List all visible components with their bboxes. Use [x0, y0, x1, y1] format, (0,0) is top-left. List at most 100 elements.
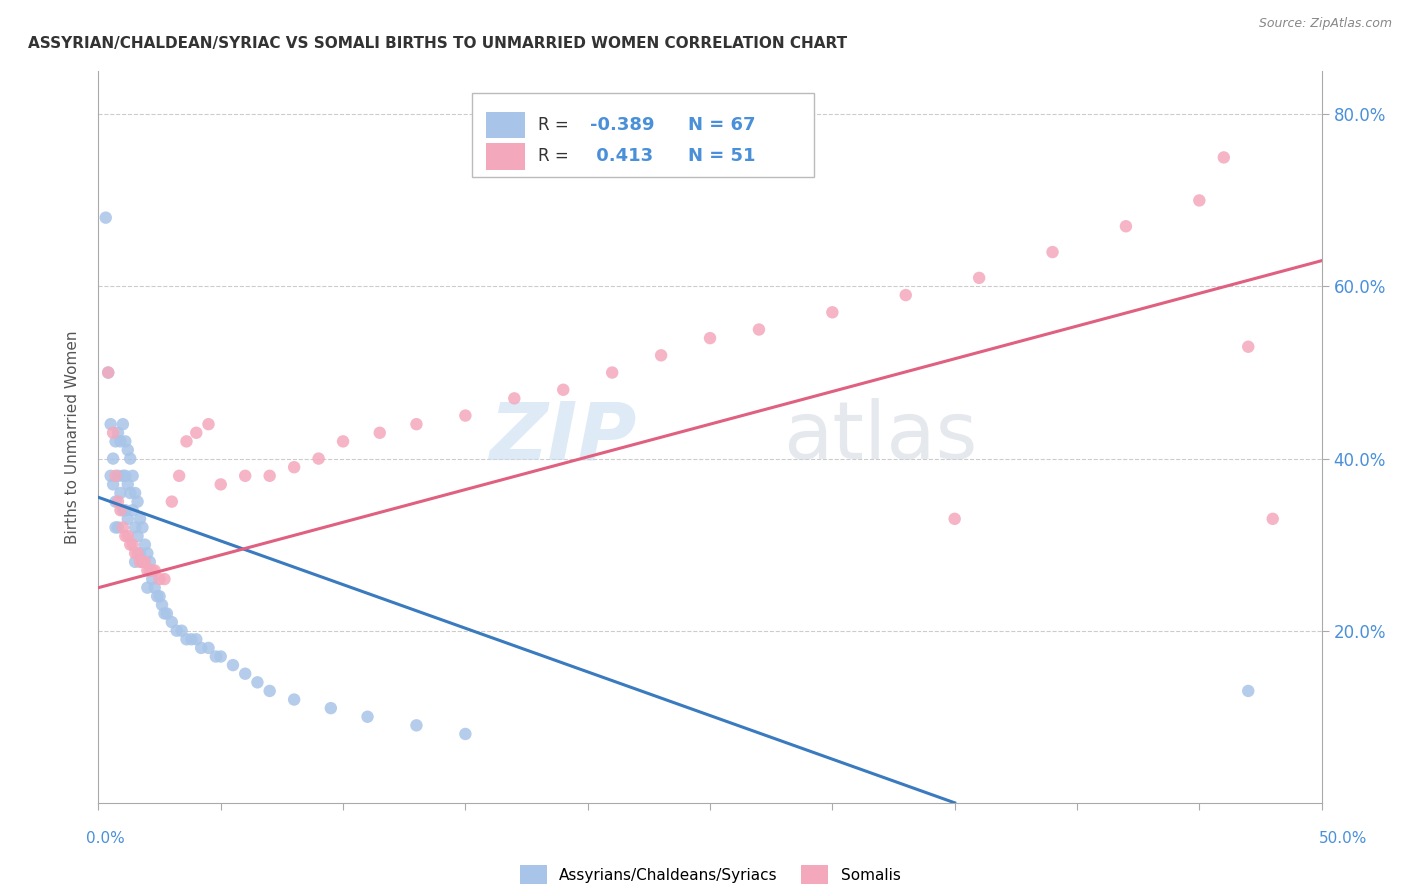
Point [283, 692, 305, 706]
Point [124, 546, 146, 560]
Text: ZIP: ZIP [489, 398, 637, 476]
Point [124, 520, 146, 534]
Point [124, 486, 146, 500]
Point [104, 520, 127, 534]
Point [205, 649, 228, 664]
Text: 0.0%: 0.0% [86, 831, 125, 846]
Point [141, 564, 163, 578]
Point [101, 425, 124, 440]
Point [121, 538, 143, 552]
Point [190, 640, 212, 655]
Text: -0.389: -0.389 [591, 116, 655, 135]
Point [121, 503, 143, 517]
Point [107, 425, 129, 440]
Point [308, 451, 330, 466]
Text: ASSYRIAN/CHALDEAN/SYRIAC VS SOMALI BIRTHS TO UNMARRIED WOMEN CORRELATION CHART: ASSYRIAN/CHALDEAN/SYRIAC VS SOMALI BIRTH… [28, 36, 848, 51]
Point [110, 434, 132, 449]
Point [139, 555, 162, 569]
FancyBboxPatch shape [486, 112, 526, 138]
Point [114, 468, 136, 483]
Point [1237, 684, 1260, 698]
Point [186, 425, 208, 440]
Point [699, 331, 721, 345]
Point [160, 615, 183, 629]
Point [129, 555, 152, 569]
Point [153, 607, 176, 621]
Text: R =: R = [537, 116, 574, 135]
Point [101, 451, 124, 466]
Point [134, 555, 156, 569]
Point [101, 477, 124, 491]
Point [356, 710, 378, 724]
Point [104, 434, 127, 449]
Point [120, 538, 142, 552]
Point [139, 564, 162, 578]
Point [120, 451, 142, 466]
Point [259, 468, 281, 483]
Point [1188, 194, 1211, 208]
Point [143, 564, 166, 578]
Point [186, 632, 208, 647]
Point [233, 468, 256, 483]
Point [167, 468, 190, 483]
Point [197, 640, 219, 655]
Point [319, 701, 342, 715]
Point [894, 288, 917, 302]
Point [149, 589, 172, 603]
Point [454, 727, 477, 741]
Point [1237, 340, 1260, 354]
Point [114, 434, 136, 449]
Point [131, 555, 153, 569]
Point [134, 538, 156, 552]
Point [114, 503, 136, 517]
Point [107, 468, 129, 483]
Text: Source: ZipAtlas.com: Source: ZipAtlas.com [1258, 17, 1392, 29]
Point [100, 468, 122, 483]
Point [136, 546, 159, 560]
Point [97, 366, 120, 380]
Point [1115, 219, 1137, 234]
Point [111, 468, 134, 483]
Point [1261, 512, 1284, 526]
Point [94, 211, 117, 225]
Point [111, 520, 134, 534]
Point [117, 512, 139, 526]
Point [129, 546, 152, 560]
Point [117, 477, 139, 491]
Point [127, 529, 149, 543]
Point [117, 529, 139, 543]
Point [97, 366, 120, 380]
Point [131, 520, 153, 534]
Point [209, 477, 232, 491]
Point [180, 632, 202, 647]
Point [117, 442, 139, 457]
Point [146, 589, 169, 603]
Point [136, 581, 159, 595]
Point [246, 675, 269, 690]
Point [943, 512, 966, 526]
Point [107, 494, 129, 508]
Point [503, 392, 526, 406]
Point [1042, 245, 1064, 260]
Point [111, 503, 134, 517]
Point [153, 572, 176, 586]
Point [967, 271, 990, 285]
Point [259, 684, 281, 698]
Point [197, 417, 219, 432]
Point [553, 383, 575, 397]
Point [166, 624, 188, 638]
Point [114, 529, 136, 543]
Point [100, 417, 122, 432]
Point [454, 409, 477, 423]
Point [176, 434, 198, 449]
Point [110, 486, 132, 500]
Point [131, 555, 153, 569]
Point [176, 632, 198, 647]
Point [143, 581, 166, 595]
Point [821, 305, 844, 319]
Point [107, 520, 129, 534]
Point [170, 624, 193, 638]
Point [332, 434, 354, 449]
Point [368, 425, 391, 440]
Point [233, 666, 256, 681]
